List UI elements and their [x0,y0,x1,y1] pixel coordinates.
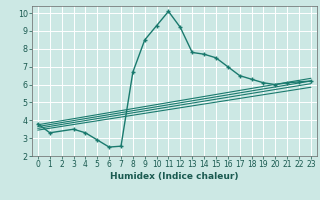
X-axis label: Humidex (Indice chaleur): Humidex (Indice chaleur) [110,172,239,181]
